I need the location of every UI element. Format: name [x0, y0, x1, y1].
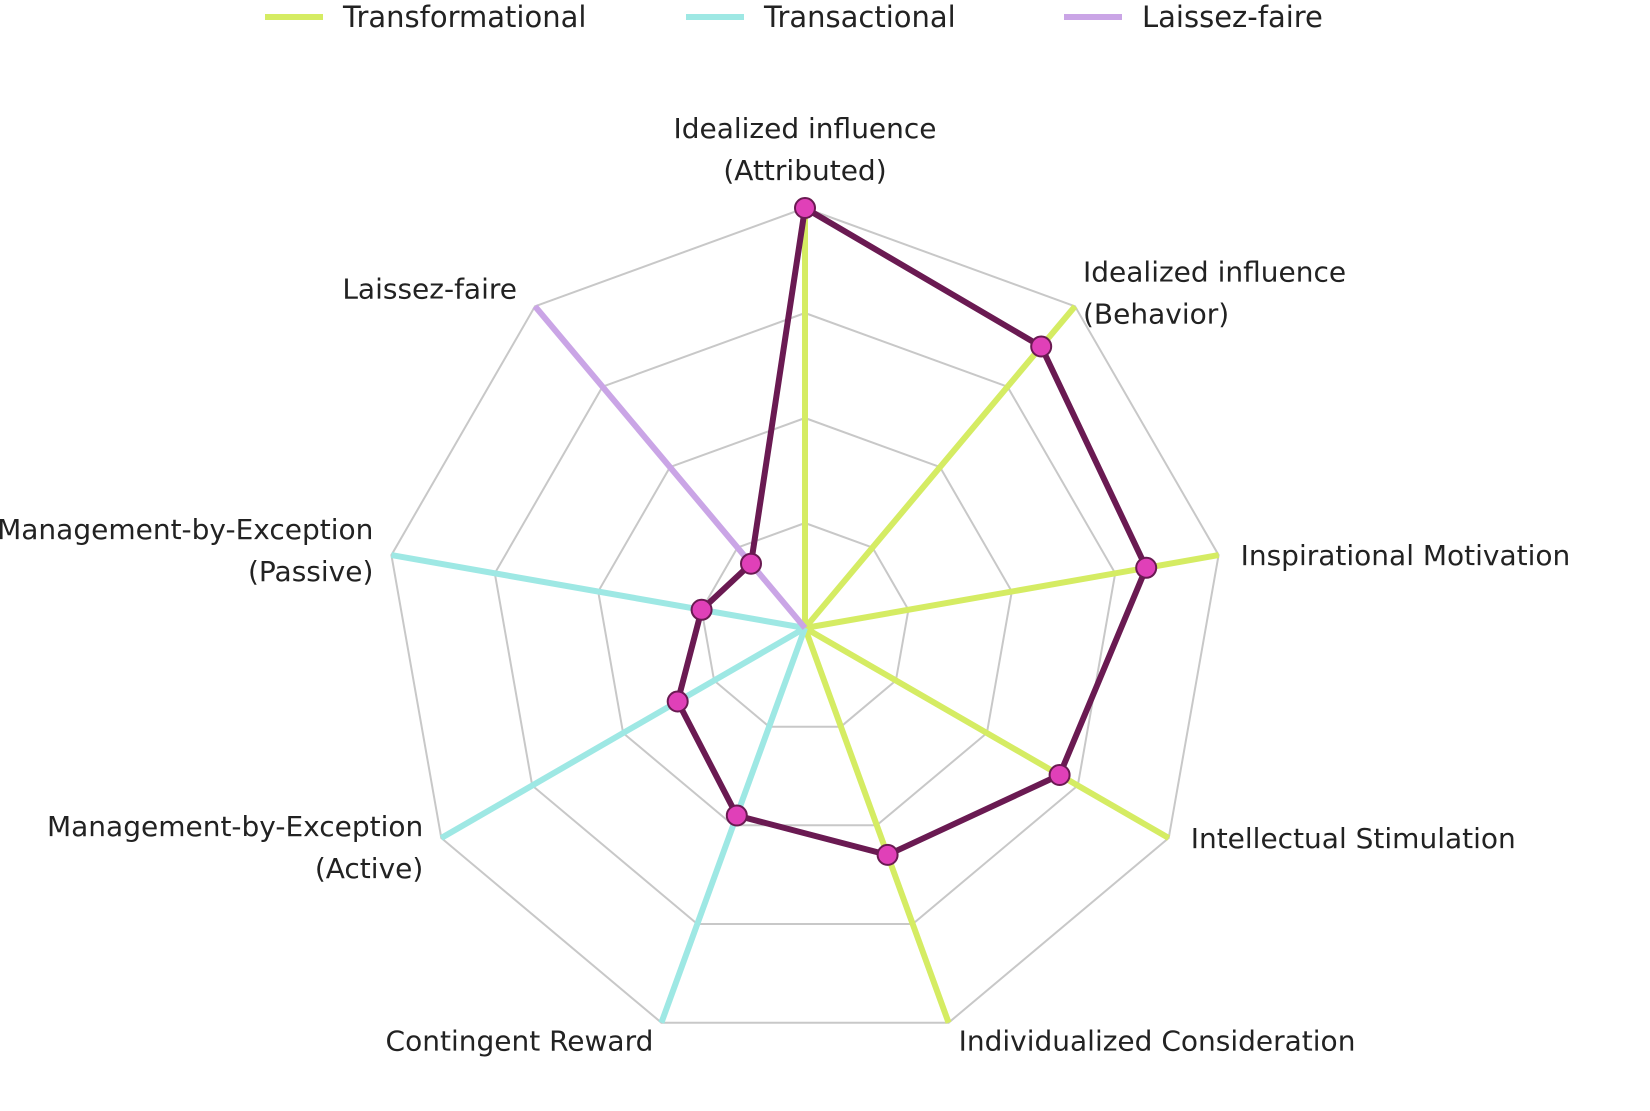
category-spoke: [439, 625, 807, 841]
data-series: [666, 197, 1158, 866]
axis-label: Intellectual Stimulation: [1191, 822, 1516, 855]
data-point: [690, 598, 713, 621]
axis-label: Contingent Reward: [386, 1025, 654, 1058]
axis-label: Idealized influence (Behavior): [1083, 255, 1346, 330]
category-spoke: [802, 626, 952, 1024]
axis-label: Management-by-Exception (Passive): [0, 513, 373, 588]
series-line: [674, 205, 1150, 858]
category-spoke: [802, 304, 1078, 630]
legend-item: Transformational: [265, 0, 586, 34]
grid-ring: [597, 416, 1013, 827]
legend-item: Laissez-faire: [1064, 0, 1323, 34]
category-spoke: [803, 625, 1171, 841]
grid-ring: [390, 206, 1220, 1024]
axis-label: Laissez-faire: [342, 272, 517, 305]
grid-ring: [700, 521, 910, 728]
axis-label: Management-by-Exception (Active): [47, 810, 423, 885]
axis-labels: Idealized influence (Attributed) Idealized…: [0, 112, 1570, 1058]
category-spoke: [390, 552, 806, 631]
data-point: [1030, 335, 1053, 358]
legend-item: Transactional: [686, 0, 956, 34]
data-point: [740, 552, 762, 575]
axis-label: Idealized influence (Attributed): [673, 112, 936, 187]
axis-label: Individualized Consideration: [959, 1025, 1356, 1058]
data-point: [1048, 764, 1071, 786]
axis-label: Inspirational Motivation: [1241, 539, 1571, 572]
data-point: [1135, 556, 1158, 579]
data-point: [794, 197, 816, 219]
data-point: [725, 804, 748, 827]
data-point: [666, 690, 689, 713]
grid-ring: [493, 311, 1117, 925]
legend: Transformational Transactional Laissez-fai…: [265, 0, 1323, 34]
legend-label: Transformational: [342, 0, 586, 34]
data-point: [876, 843, 899, 866]
category-spoke: [532, 304, 808, 630]
legend-label: Laissez-faire: [1142, 0, 1323, 34]
legend-label: Transactional: [763, 0, 956, 34]
